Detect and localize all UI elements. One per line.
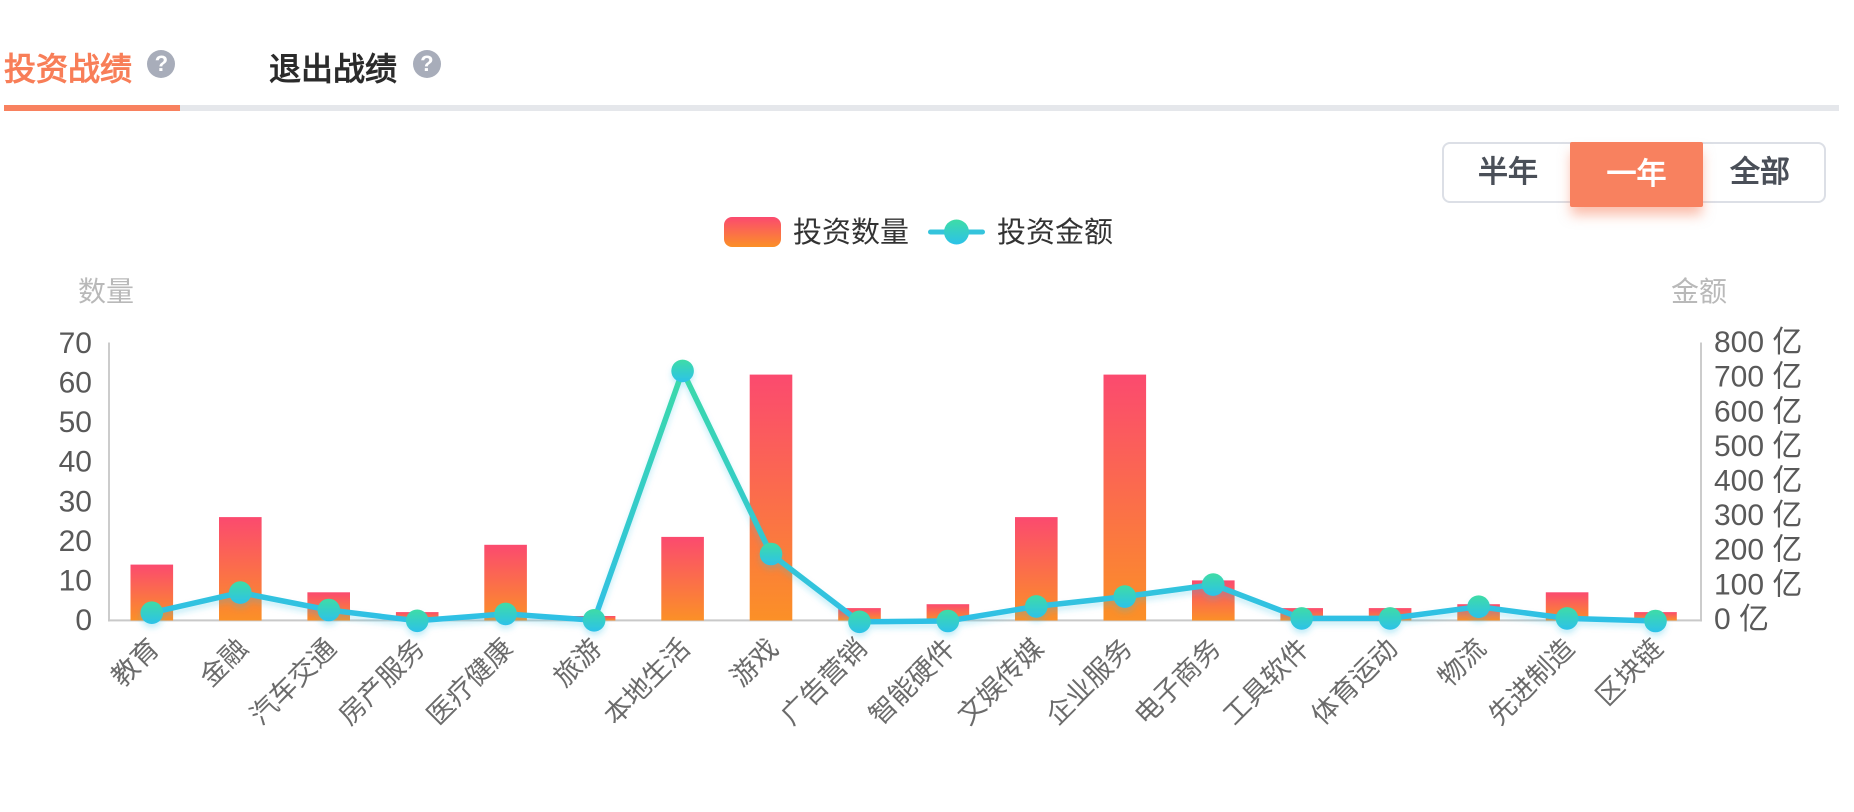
svg-text:体育运动: 体育运动 [1306,633,1404,731]
svg-text:10: 10 [59,564,92,597]
svg-text:20: 20 [59,525,92,558]
svg-text:文娱传媒: 文娱传媒 [952,633,1050,731]
svg-text:40: 40 [59,446,92,479]
svg-text:汽车交通: 汽车交通 [244,633,342,731]
svg-text:金额: 金额 [1671,276,1727,307]
svg-text:数量: 数量 [78,276,134,307]
svg-text:旅游: 旅游 [548,633,607,692]
svg-text:50: 50 [59,406,92,439]
svg-text:游戏: 游戏 [725,633,784,692]
svg-text:房产服务: 房产服务 [333,633,431,731]
svg-text:投资数量: 投资数量 [793,216,909,249]
svg-text:医疗健康: 医疗健康 [421,633,519,731]
svg-text:电子商务: 电子商务 [1129,633,1227,731]
svg-text:智能硬件: 智能硬件 [864,633,962,731]
svg-text:物流: 物流 [1432,633,1491,692]
svg-text:教育: 教育 [106,633,165,692]
svg-text:200 亿: 200 亿 [1714,534,1802,567]
svg-text:先进制造: 先进制造 [1483,633,1581,731]
svg-text:800 亿: 800 亿 [1714,326,1802,359]
svg-text:广告营销: 广告营销 [775,633,873,731]
svg-text:本地生活: 本地生活 [598,633,696,731]
svg-text:700 亿: 700 亿 [1714,361,1802,394]
svg-text:企业服务: 企业服务 [1040,633,1138,731]
svg-text:投资金额: 投资金额 [997,216,1113,249]
svg-text:400 亿: 400 亿 [1714,465,1802,498]
svg-text:0 亿: 0 亿 [1714,603,1769,636]
svg-text:区块链: 区块链 [1590,633,1668,711]
svg-text:金融: 金融 [194,633,253,692]
svg-text:0: 0 [75,604,92,637]
svg-text:工具软件: 工具软件 [1217,633,1315,731]
svg-text:500 亿: 500 亿 [1714,430,1802,463]
svg-text:100 亿: 100 亿 [1714,568,1802,601]
svg-text:60: 60 [59,367,92,400]
svg-text:300 亿: 300 亿 [1714,499,1802,532]
svg-text:30: 30 [59,485,92,518]
svg-text:600 亿: 600 亿 [1714,395,1802,428]
svg-text:70: 70 [59,327,92,360]
